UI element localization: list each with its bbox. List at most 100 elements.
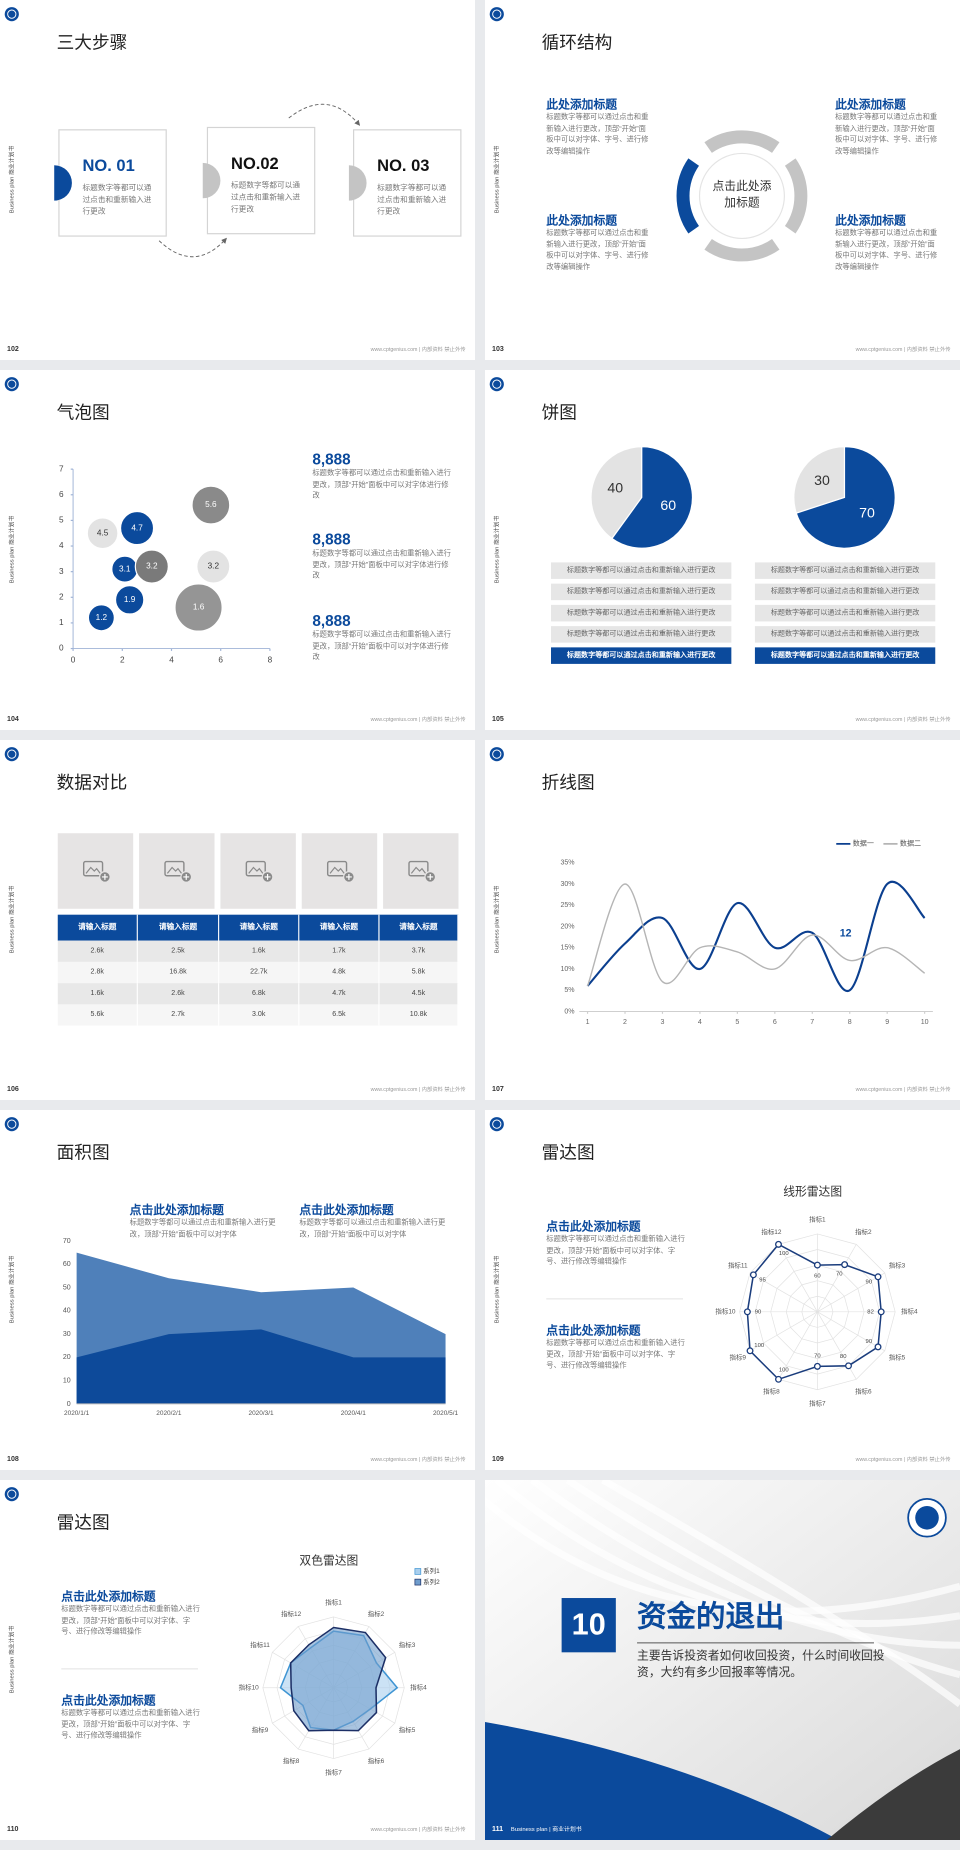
y-tick-label: 5: [59, 516, 64, 525]
footer: www.cptgenius.com | 内部资料 禁止外传: [856, 1455, 952, 1463]
y-tick-label: 10%: [560, 966, 575, 973]
table-header: 请输入标题: [219, 914, 300, 941]
side-text: Business plan 商业计划书: [492, 1255, 500, 1323]
radar-category: 指标10: [715, 1307, 736, 1316]
slide-content: Business plan 商业计划书 106 www.cptgenius.com …: [0, 740, 475, 1100]
slide-graphics: Business plan 商业计划书 105 www.cptgenius.com …: [489, 377, 951, 723]
side-text: Business plan 商业计划书: [7, 1625, 15, 1693]
table-cell: 1.6k: [219, 940, 300, 962]
radar-category: 指标5: [889, 1353, 906, 1362]
y-tick-label: 0%: [564, 1008, 575, 1015]
slide-content: 10 111 Business plan | 商业计划书 资金的退出 主要告诉投资者如何…: [485, 1480, 960, 1840]
block-text: 标题数字等都可以通过点击和重新输入进行更改，顶部“开始”面板中可以对字体: [129, 1218, 276, 1239]
block-heading: 点击此处添加标题: [546, 1324, 641, 1338]
logo-inner: [7, 379, 17, 389]
radar-category: 指标11: [728, 1261, 748, 1270]
image-icon: [164, 860, 185, 877]
cycle-arc: [784, 158, 808, 234]
table-header: 请输入标题: [379, 914, 459, 941]
value-label: 100: [754, 1343, 765, 1349]
side-text: Business plan 商业计划书: [492, 145, 500, 213]
radar-category: 指标9: [252, 1725, 269, 1734]
image-icon-plus: [345, 873, 352, 880]
legend-label: 系列2: [423, 1577, 440, 1586]
slide-graphics: Business plan 商业计划书 103 www.cptgenius.com …: [489, 7, 951, 353]
pie-label: 60: [660, 497, 676, 513]
footer: www.cptgenius.com | 内部资料 禁止外传: [856, 1085, 952, 1093]
radar-point: [743, 1308, 751, 1316]
side-text: Business plan 商业计划书: [7, 145, 15, 213]
step-label: NO.02: [231, 153, 279, 173]
radar-point: [746, 1347, 754, 1355]
y-tick-label: 40: [63, 1308, 71, 1315]
y-tick-label: 6: [59, 490, 64, 499]
radar-category: 指标5: [399, 1725, 416, 1734]
pie-row: 标题数字等都可以通过点击和重新输入进行更改: [754, 604, 936, 622]
x-tick-label: 7: [810, 1019, 814, 1026]
radar-category: 指标4: [410, 1682, 427, 1691]
pie-label: 40: [607, 480, 623, 496]
cover-curve: [530, 1480, 960, 1649]
radar-category: 指标1: [809, 1214, 826, 1223]
chart-title: 线形雷达图: [783, 1185, 842, 1199]
radar-point: [813, 1362, 821, 1370]
block-heading: 8,888: [312, 450, 351, 468]
cover-curve: [485, 1496, 960, 1615]
image-icon: [245, 860, 266, 877]
image-icon: [82, 860, 104, 877]
block-heading: 此处添加标题: [835, 99, 906, 113]
bubble-label: 1.9: [124, 595, 136, 604]
radar-category: 指标7: [809, 1399, 826, 1408]
slide-graphics: Business plan 商业计划书 110 www.cptgenius.com …: [4, 1487, 466, 1833]
radar-point: [775, 1240, 782, 1248]
radar-area: [289, 1626, 387, 1732]
pie-row: 标题数字等都可以通过点击和重新输入进行更改: [551, 562, 732, 579]
footer: www.cptgenius.com | 内部资料 禁止外传: [371, 345, 467, 353]
radar-spoke: [749, 1311, 818, 1352]
page-number: 110: [7, 1826, 18, 1833]
center-circle: [698, 152, 785, 240]
y-tick-label: 2: [59, 592, 64, 601]
logo: [489, 7, 504, 22]
section-number: 10: [572, 1607, 606, 1641]
table-header: 请输入标题: [299, 914, 380, 941]
pie-slice: [590, 446, 643, 540]
section-text: 主要告诉投资者如何收回投资，什么时间收回投资，大约有多少回报率等情况。: [637, 1649, 885, 1680]
side-text: Business plan 商业计划书: [7, 515, 15, 583]
radar-category: 指标10: [239, 1682, 260, 1691]
radar-point: [813, 1261, 821, 1269]
cycle-arc: [704, 130, 780, 154]
table-cell: 16.8k: [137, 961, 220, 984]
block-heading: 点击此处添加标题: [546, 1220, 641, 1234]
side-text: Business plan 商业计划书: [7, 885, 15, 953]
table-cell: 6.8k: [219, 983, 300, 1005]
slide-title: 面积图: [56, 1143, 110, 1164]
y-tick-label: 30: [63, 1331, 71, 1338]
slide: Business plan 商业计划书 110 www.cptgenius.com …: [0, 1480, 475, 1840]
radar-spoke: [778, 1244, 818, 1313]
logo: [4, 747, 19, 762]
number-box: [561, 1598, 616, 1653]
radar-spoke: [817, 1272, 885, 1313]
cover-curve: [601, 1480, 960, 1708]
slide: Business plan 商业计划书 102 www.cptgenius.com …: [0, 0, 475, 360]
image-placeholder: [57, 833, 134, 909]
radar-point: [874, 1343, 882, 1351]
area-series: [76, 1329, 446, 1404]
image-icon: [410, 866, 426, 874]
image-icon-plus: [264, 873, 271, 880]
bubble-label: 1.6: [193, 603, 205, 612]
page-number: 105: [492, 716, 504, 723]
bubble: [87, 604, 115, 632]
x-tick-label: 1: [586, 1019, 590, 1026]
logo: [4, 1487, 19, 1502]
block-heading: 点击此处添加标题: [299, 1204, 394, 1218]
image-icon-plus: [427, 873, 434, 880]
block-text: 标题数字等都可以通过点击和重新输入进行更改，顶部“开始”面板中可以对字体、字号、…: [61, 1708, 200, 1740]
slide-title: 雷达图: [56, 1513, 110, 1534]
pie-row: 标题数字等都可以通过点击和重新输入进行更改: [754, 647, 936, 664]
page-number: 102: [7, 346, 19, 353]
table-cell: 2.7k: [137, 1004, 220, 1026]
